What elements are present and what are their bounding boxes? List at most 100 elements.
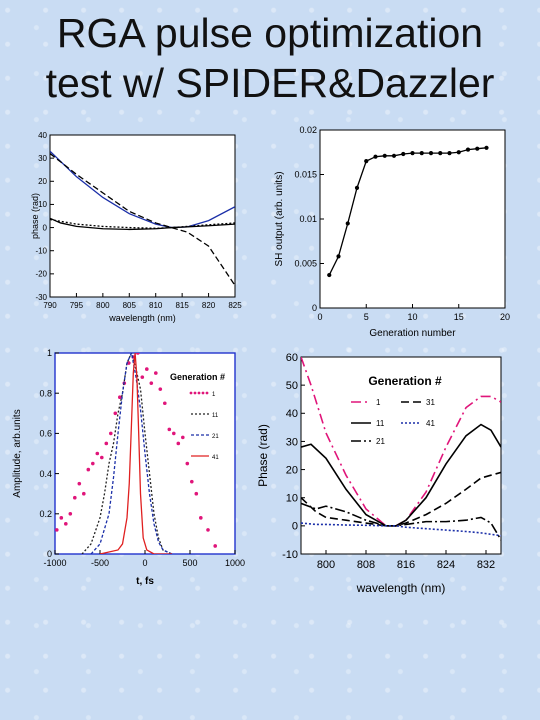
y-tick-label: 10 bbox=[286, 493, 298, 505]
data-marker bbox=[354, 185, 360, 190]
data-point bbox=[172, 431, 176, 436]
series-line-2 bbox=[301, 502, 501, 541]
data-marker bbox=[382, 153, 387, 158]
plot-frame bbox=[319, 129, 506, 309]
x-tick-label: 816 bbox=[397, 559, 415, 571]
x-tick-label: 10 bbox=[407, 312, 417, 322]
x-axis-label: wavelength (nm) bbox=[108, 313, 176, 323]
data-marker bbox=[484, 145, 489, 150]
x-tick-label: 825 bbox=[228, 301, 242, 310]
legend-swatch-dot bbox=[189, 391, 193, 395]
y-tick-label: 0.015 bbox=[294, 170, 317, 180]
data-marker bbox=[336, 254, 341, 259]
y-tick-label: 0.2 bbox=[39, 509, 52, 519]
y-axis-label: Phase (rad) bbox=[256, 424, 270, 487]
legend-title: Generation # bbox=[368, 374, 442, 388]
data-point bbox=[149, 381, 154, 385]
data-point bbox=[185, 461, 190, 466]
x-tick-label: 800 bbox=[96, 301, 110, 310]
data-point bbox=[82, 491, 86, 496]
legend-swatch-dot bbox=[193, 391, 197, 395]
data-marker bbox=[456, 150, 461, 155]
slide-title-line1: RGA pulse optimization bbox=[56, 10, 484, 56]
legend-label: 11 bbox=[376, 419, 385, 428]
y-tick-label: 0.005 bbox=[294, 259, 317, 269]
y-tick-label: 0.6 bbox=[39, 429, 52, 439]
series-line-1 bbox=[50, 153, 235, 286]
y-tick-label: 30 bbox=[38, 154, 47, 163]
chart-sh-output-vs-generation: 0 5 10 15 20 0 0.005 0.01 0.015 0.02 Generation nu… bbox=[274, 125, 510, 339]
y-tick-label: 0.01 bbox=[299, 214, 317, 224]
series-line-4 bbox=[301, 522, 501, 537]
data-marker bbox=[327, 272, 332, 278]
data-point bbox=[190, 479, 194, 484]
data-point bbox=[145, 367, 149, 371]
chart-phase-vs-wavelength-top: 790 795 800 805 810 815 820 825 40 30 20 10 0 -10 -20 -… bbox=[30, 131, 242, 323]
y-tick-label: 0.02 bbox=[299, 125, 317, 135]
data-marker bbox=[419, 151, 424, 156]
data-marker bbox=[364, 159, 369, 164]
x-tick-label: 808 bbox=[357, 559, 375, 571]
series-line-3 bbox=[50, 218, 235, 229]
x-axis-label: t, fs bbox=[136, 576, 154, 587]
y-tick-label: -30 bbox=[35, 293, 47, 302]
series-line-1 bbox=[301, 423, 501, 527]
y-axis-label: SH output (arb. units) bbox=[274, 171, 285, 266]
data-point bbox=[73, 495, 77, 500]
x-tick-label: 15 bbox=[454, 312, 464, 322]
x-tick-label: 820 bbox=[202, 301, 216, 310]
x-tick-label: 824 bbox=[437, 559, 455, 571]
y-tick-label: 40 bbox=[38, 131, 47, 140]
data-point bbox=[158, 387, 163, 391]
data-point bbox=[154, 371, 158, 375]
data-point bbox=[95, 451, 100, 456]
slide-title-line2: test w/ SPIDER&Dazzler bbox=[45, 60, 495, 106]
y-tick-label: 0 bbox=[43, 223, 48, 232]
x-axis-label: Generation number bbox=[369, 328, 456, 339]
data-marker bbox=[465, 147, 471, 152]
plot-frame bbox=[49, 134, 236, 298]
legend-swatch-dot bbox=[197, 391, 201, 395]
y-tick-label: 40 bbox=[286, 408, 298, 420]
chart-phase-vs-wavelength-bottom: 800 808 816 824 832 -10 0 10 20 30 40 50 60 wavelengt… bbox=[256, 352, 502, 595]
x-tick-label: 815 bbox=[175, 301, 189, 310]
x-tick-label: 0 bbox=[317, 312, 322, 322]
legend-label: 21 bbox=[212, 434, 219, 440]
data-point bbox=[109, 431, 113, 436]
legend-label: 1 bbox=[376, 398, 381, 407]
x-axis-label: wavelength (nm) bbox=[356, 581, 446, 595]
series-line-3 bbox=[99, 353, 172, 554]
data-point bbox=[176, 441, 181, 446]
data-point bbox=[136, 353, 140, 355]
data-point bbox=[118, 395, 122, 400]
legend-label: 41 bbox=[426, 419, 435, 428]
x-tick-label: -500 bbox=[91, 558, 109, 568]
data-marker bbox=[391, 153, 397, 158]
y-tick-label: 10 bbox=[38, 200, 47, 209]
x-tick-label: 795 bbox=[70, 301, 84, 310]
legend-label: 21 bbox=[376, 437, 385, 446]
y-tick-label: -20 bbox=[35, 270, 47, 279]
chart-amplitude-vs-time: -1000 -500 0 500 1000 0 0.2 0.4 0.6 0.8 1 t, fs Ampl… bbox=[12, 348, 245, 587]
data-point bbox=[104, 441, 109, 446]
series-line-0 bbox=[50, 150, 235, 229]
data-point bbox=[167, 427, 172, 432]
y-axis-label: Amplitude, arb.units bbox=[12, 409, 23, 497]
y-tick-label: 0.4 bbox=[39, 469, 52, 479]
data-point bbox=[181, 435, 185, 440]
legend-swatch-dot bbox=[205, 391, 209, 395]
y-tick-label: 50 bbox=[286, 380, 298, 392]
data-point bbox=[194, 491, 199, 496]
data-marker bbox=[345, 221, 350, 226]
data-point bbox=[206, 528, 210, 532]
x-tick-label: 832 bbox=[477, 559, 495, 571]
data-point bbox=[64, 522, 68, 526]
data-marker bbox=[373, 154, 378, 159]
x-tick-label: -1000 bbox=[43, 558, 66, 568]
x-tick-label: 790 bbox=[43, 301, 57, 310]
legend-label: 41 bbox=[212, 455, 219, 461]
plot-frame bbox=[300, 356, 502, 555]
legend-swatch-dot bbox=[201, 391, 205, 395]
legend-label: 31 bbox=[426, 398, 435, 407]
series-line-1 bbox=[81, 353, 173, 554]
